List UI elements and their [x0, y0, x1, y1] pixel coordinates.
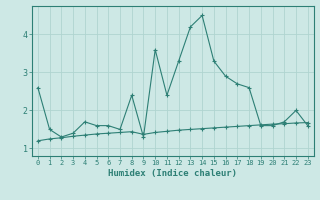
X-axis label: Humidex (Indice chaleur): Humidex (Indice chaleur) [108, 169, 237, 178]
